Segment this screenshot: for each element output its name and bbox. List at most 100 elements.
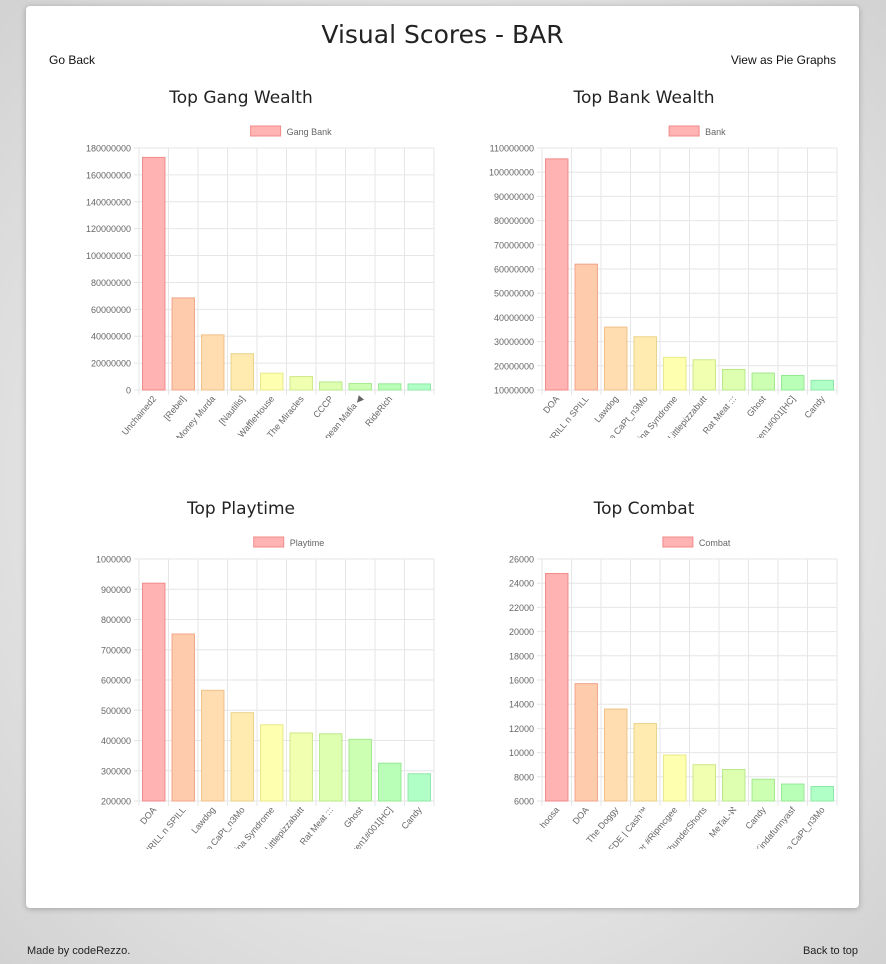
bar [692, 764, 716, 802]
bar [230, 353, 254, 391]
x-tick-label: Lawdog [592, 394, 620, 425]
legend-swatch [668, 125, 700, 137]
y-tick-label: 10000000 [494, 386, 534, 396]
y-tick-label: 20000000 [91, 359, 131, 369]
y-tick-label: 20000000 [494, 361, 534, 371]
bar [692, 359, 716, 391]
bar [407, 773, 431, 802]
y-tick-label: 30000000 [494, 337, 534, 347]
x-tick-label: Candy [802, 393, 827, 420]
chart-combat: Top Combat Combat 26000 24000 22000 20000 180… [444, 499, 844, 849]
y-tick-label: 180000000 [86, 144, 131, 154]
x-tick-label: Lawdog [189, 805, 217, 836]
y-tick-label: 60000000 [91, 305, 131, 315]
bar [260, 724, 284, 802]
y-tick-label: 300000 [101, 766, 131, 776]
go-back-link[interactable]: Go Back [49, 53, 96, 67]
bar [751, 372, 775, 391]
chart-svg: Bank 110000000 100000000 90000000 80000000 70… [489, 125, 838, 438]
y-tick-label: 26000 [509, 555, 534, 565]
legend-swatch [250, 125, 282, 137]
y-tick-label: 200000 [101, 797, 131, 807]
bar [810, 785, 834, 802]
x-tick-label: Candy [743, 804, 768, 831]
bar [545, 158, 569, 391]
y-tick-label: 80000000 [91, 278, 131, 288]
x-tick-label: DOA [541, 394, 561, 415]
main-card: Visual Scores - BAR Go Back View as Pie … [26, 6, 859, 908]
y-tick-label: 400000 [101, 736, 131, 746]
chart-playtime: Top Playtime Playtime 1000000 900000 800000… [41, 499, 441, 849]
chart-bank-wealth: Top Bank Wealth Bank 110000000 100000000 90… [444, 88, 844, 438]
y-tick-label: 80000000 [494, 216, 534, 226]
y-tick-label: 12000 [509, 724, 534, 734]
bar [289, 732, 313, 802]
y-tick-label: 800000 [101, 615, 131, 625]
chart-title: Top Playtime [187, 499, 295, 519]
bar [604, 326, 628, 391]
footer-credit: Made by codeRezzo. [27, 945, 131, 957]
bar [319, 381, 343, 391]
x-tick-label: CCCP [311, 394, 335, 420]
legend-label: Bank [705, 127, 726, 137]
y-tick-label: 16000 [509, 676, 534, 686]
y-tick-label: 8000 [514, 772, 534, 782]
bar [574, 263, 598, 391]
legend-label: Combat [699, 538, 731, 548]
y-tick-label: 140000000 [86, 197, 131, 207]
y-tick-label: 100000000 [489, 168, 534, 178]
y-tick-label: 10000 [509, 748, 534, 758]
y-tick-label: 18000 [509, 651, 534, 661]
y-tick-label: 100000000 [86, 251, 131, 261]
bar [722, 769, 746, 802]
chart-gang-wealth: Top Gang Wealth Gang Bank 180000000 160000… [41, 88, 441, 438]
view-pie-link[interactable]: View as Pie Graphs [730, 53, 836, 67]
legend-swatch [253, 536, 285, 548]
bar [142, 582, 166, 802]
bar [230, 712, 254, 802]
x-tick-label: Candy [399, 804, 424, 831]
bar [810, 379, 834, 391]
x-tick-label: Ghost [342, 804, 365, 829]
x-tick-label: Ghost [745, 393, 768, 418]
y-tick-label: 24000 [509, 579, 534, 589]
bar [171, 633, 195, 802]
bar [722, 368, 746, 391]
legend-label: Gang Bank [287, 127, 333, 137]
bar [781, 783, 805, 802]
bar [663, 754, 687, 802]
page-title: Visual Scores - BAR [321, 20, 564, 49]
bar [201, 689, 225, 802]
back-to-top-link[interactable]: Back to top [802, 945, 858, 957]
x-tick-label: DOA [138, 805, 158, 826]
bar [142, 156, 166, 391]
y-tick-label: 120000000 [86, 224, 131, 234]
bar [378, 762, 402, 802]
y-tick-label: 20000 [509, 627, 534, 637]
y-tick-label: 1000000 [96, 555, 131, 565]
y-tick-label: 40000000 [494, 313, 534, 323]
y-tick-label: 90000000 [494, 192, 534, 202]
x-tick-label: RideRich [363, 394, 394, 428]
y-tick-label: 22000 [509, 603, 534, 613]
legend-swatch [662, 536, 694, 548]
x-tick-label: MeTaL-ℵ [707, 805, 738, 840]
bar [574, 683, 598, 802]
bar [781, 374, 805, 391]
y-tick-label: 700000 [101, 645, 131, 655]
x-tick-label: DOA [571, 805, 591, 826]
y-tick-label: 110000000 [490, 144, 534, 154]
bar [348, 738, 372, 802]
y-tick-label: 40000000 [91, 332, 131, 342]
x-tick-label: hoosa [538, 805, 561, 830]
bar [604, 708, 628, 802]
y-tick-label: 14000 [509, 700, 534, 710]
legend-label: Playtime [290, 538, 325, 548]
bar [201, 334, 225, 391]
bar [751, 778, 775, 802]
y-tick-label: 160000000 [86, 170, 131, 180]
x-tick-label: [Nautilis] [217, 394, 247, 427]
bar [348, 383, 372, 391]
y-tick-label: 0 [126, 386, 131, 396]
bar [407, 383, 431, 391]
